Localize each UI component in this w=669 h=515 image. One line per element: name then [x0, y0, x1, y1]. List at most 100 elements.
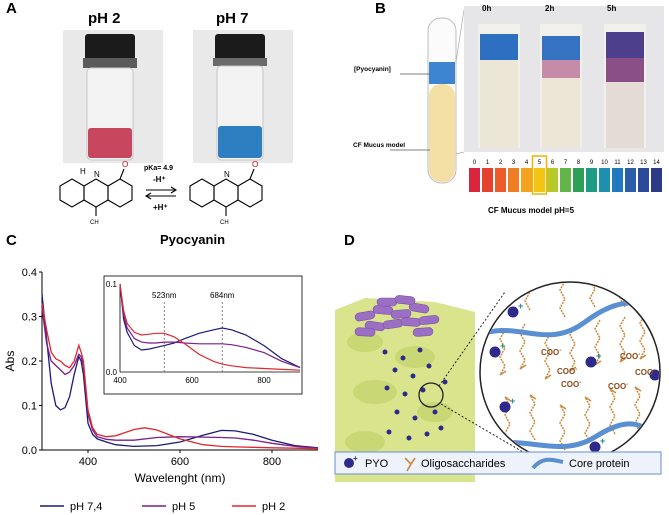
- pyo-dot: [442, 379, 448, 385]
- inset-x-tick-label: 400: [113, 376, 127, 385]
- panel-d-letter: D: [344, 232, 355, 249]
- oligosaccharide-branch: [634, 386, 642, 392]
- panel-a-letter: A: [6, 0, 17, 17]
- plus-h-label: +H⁺: [153, 203, 168, 212]
- ph-tick-label: 1: [486, 160, 490, 166]
- ph-swatch: [482, 168, 493, 192]
- y-tick-label: 0.2: [22, 356, 37, 368]
- ph-tick-label: 9: [590, 160, 594, 166]
- ph-tick-label: 14: [653, 160, 660, 166]
- vials-photo: [63, 30, 293, 163]
- pyo-dot: [382, 349, 388, 355]
- oligosaccharide-branch: [620, 262, 626, 266]
- pyo-dot: [392, 367, 398, 373]
- pyo-dots: [382, 347, 448, 441]
- series-line: [41, 303, 319, 450]
- coo-label: COO-: [561, 380, 581, 389]
- bacterium: [400, 317, 422, 327]
- coo-label: COO-: [608, 382, 628, 391]
- series-line: [41, 294, 319, 449]
- bacteria-cluster: [354, 295, 440, 337]
- pyo-dot: [426, 363, 432, 369]
- ph-swatch: [573, 168, 584, 192]
- y-tick-label: 0.1: [22, 401, 37, 413]
- pyo-dot: [438, 425, 444, 431]
- pyocyanin-structures: N H O CH N O CH pKa= 4.9 -H⁺ +H⁺ Pyocyan…: [59, 160, 263, 246]
- oligosaccharide-branch: [584, 396, 592, 402]
- x-tick-label: 600: [171, 456, 189, 468]
- pyo-molecule: [489, 346, 501, 358]
- legend-pyo-plus: +: [353, 454, 358, 463]
- legend-oligo-label: Oligosaccharides: [421, 458, 506, 470]
- pyocyanin-name: Pyocyanin: [160, 232, 225, 246]
- ph-tick-label: 2: [499, 160, 503, 166]
- oligosaccharide-chain: [609, 388, 616, 435]
- x-tick-label: 800: [263, 456, 281, 468]
- pyo-dot: [417, 347, 423, 353]
- pyo-molecule: [589, 441, 601, 453]
- inset-y-tick-label: 0.0: [106, 368, 118, 377]
- oligosaccharide-chain: [634, 386, 641, 433]
- vial-ph7: [213, 34, 267, 161]
- oligosaccharide-branch: [529, 394, 537, 400]
- pyo-dot: [386, 429, 392, 435]
- pyo-dot: [432, 409, 438, 415]
- atom-h: H: [80, 167, 86, 176]
- oligosaccharide-branch: [519, 364, 527, 370]
- oligosaccharide-branch: [560, 272, 566, 276]
- panel-b-figure: 0 1 2 3 4 5 6 7 8 9 10 11 12 13 14: [390, 6, 664, 195]
- series-line: [41, 307, 319, 449]
- bacterium: [390, 309, 412, 319]
- ph-tick-label: 5: [538, 160, 542, 166]
- ph-swatch: [586, 168, 597, 192]
- oligosaccharide-chain: [529, 394, 536, 441]
- oligosaccharide-branch: [559, 404, 567, 410]
- time-label-5h: 5h: [607, 4, 617, 13]
- oligosaccharide-chain: [584, 396, 591, 443]
- ph-tick-label: 0: [473, 160, 477, 166]
- ph7-title: pH 7: [216, 10, 249, 27]
- pyo-plus: +: [510, 396, 515, 406]
- ph-tick-label: 6: [551, 160, 555, 166]
- ph-swatch: [612, 168, 623, 192]
- oligosaccharide-chain: [499, 329, 506, 376]
- bacterium: [408, 302, 430, 314]
- pyo-molecule: [649, 369, 659, 381]
- inset-x-tick-label: 800: [257, 376, 271, 385]
- bacterium: [372, 305, 394, 315]
- coo-label: COO-: [620, 352, 640, 361]
- y-axis-label: Abs: [3, 351, 17, 372]
- ph-tick-label: 4: [525, 160, 529, 166]
- absorbance-chart: 0.0 0.1 0.2 0.3 0.4 400 600 800 Wavelenght (nm) A…: [3, 267, 319, 513]
- ph-swatch: [651, 168, 662, 192]
- pyo-dot: [412, 415, 418, 421]
- oligosaccharide-branch: [499, 370, 507, 376]
- oligosaccharide-branch: [639, 354, 647, 360]
- methyl-1: CH: [90, 220, 99, 226]
- y-tick-label: 0.3: [22, 312, 37, 324]
- oligosaccharide-branch: [594, 360, 602, 366]
- oligosaccharide-chain: [559, 404, 566, 451]
- pyo-plus: +: [518, 301, 523, 311]
- ph-swatch: [560, 168, 571, 192]
- time-5h-tube: [604, 24, 646, 148]
- x-axis-label: Wavelenght (nm): [135, 471, 226, 485]
- ph-tick-label: 11: [614, 160, 621, 166]
- pyo-molecule: [507, 306, 519, 318]
- time-label-0h: 0h: [482, 4, 492, 13]
- time-label-2h: 2h: [545, 4, 555, 13]
- coo-label: COO-: [557, 367, 577, 376]
- pyo-molecule: [585, 356, 597, 368]
- bacterium: [354, 310, 376, 322]
- coo-label: COO-: [541, 348, 561, 357]
- oligosaccharide-chain: [494, 283, 501, 313]
- inset-series-line: [119, 283, 301, 369]
- bacterium: [354, 327, 376, 337]
- pyo-molecule: [499, 401, 511, 413]
- oligosaccharide-branch: [504, 396, 512, 402]
- oligosaccharide-chain: [594, 319, 601, 366]
- time-0h-tube: [478, 24, 520, 148]
- y-tick-label: 0.0: [22, 445, 37, 457]
- pka-label: pKa= 4.9: [144, 165, 173, 172]
- bacterium: [394, 295, 416, 305]
